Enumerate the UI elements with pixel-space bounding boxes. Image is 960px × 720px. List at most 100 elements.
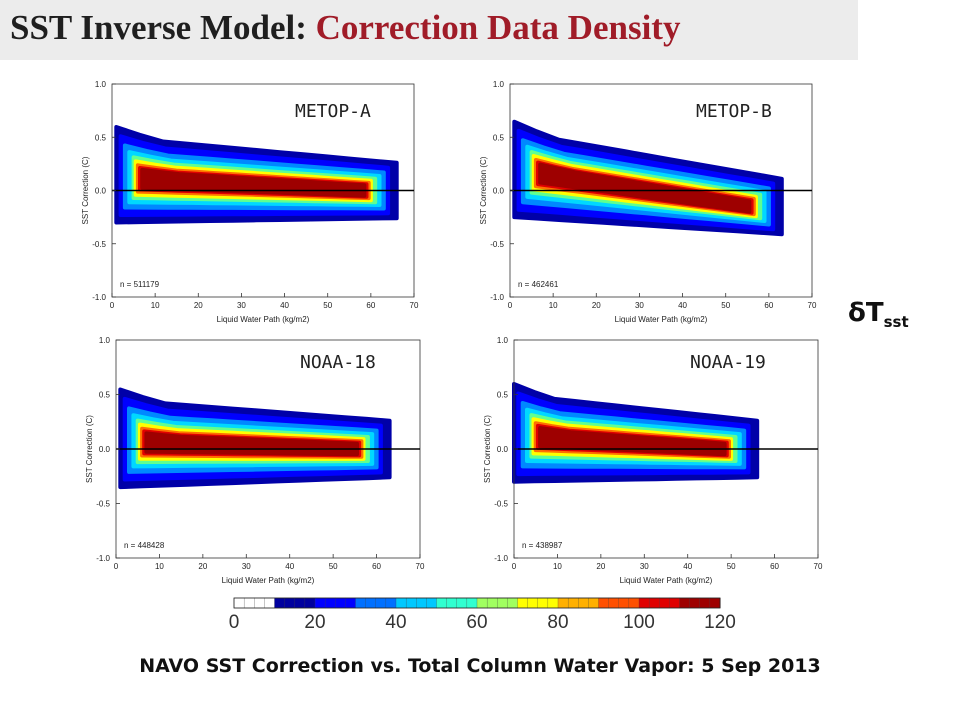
x-tick-label: 60 <box>366 301 375 310</box>
y-tick-label: 1.0 <box>95 80 107 89</box>
x-tick-label: 10 <box>151 301 160 310</box>
y-tick-label: 1.0 <box>493 80 505 89</box>
y-tick-label: 0.5 <box>493 133 505 142</box>
colorbar-cell <box>689 597 701 609</box>
satellite-label: NOAA-18 <box>300 352 376 373</box>
x-tick-label: 40 <box>285 562 294 571</box>
y-tick-label: -0.5 <box>92 240 106 249</box>
colorbar-cell <box>375 597 387 609</box>
colorbar-tick-label: 100 <box>623 612 655 633</box>
colorbar-cell <box>608 597 620 609</box>
x-tick-label: 40 <box>678 301 687 310</box>
x-tick-label: 40 <box>280 301 289 310</box>
colorbar-cell <box>476 597 488 609</box>
x-tick-label: 30 <box>640 562 649 571</box>
colorbar-cell <box>578 597 589 609</box>
x-tick-label: 60 <box>764 301 773 310</box>
colorbar-cell <box>264 597 276 609</box>
colorbar-cell <box>638 597 650 609</box>
colorbar-cell <box>648 597 660 609</box>
colorbar-cell <box>507 597 519 609</box>
symbol-sub: sst <box>883 313 909 331</box>
colorbar-cell <box>557 597 569 609</box>
slide-caption: NAVO SST Correction vs. Total Column Wat… <box>139 655 821 677</box>
colorbar-cell <box>709 597 721 609</box>
x-tick-label: 30 <box>237 301 246 310</box>
colorbar-cell <box>416 597 427 609</box>
colorbar-cell <box>355 597 367 609</box>
x-tick-label: 10 <box>549 301 558 310</box>
sample-count: n = 438987 <box>522 541 563 550</box>
density-panel: 0 10 20 30 40 50 60 70 1.0 0.5 0.0 -0.5 -1.0 Liquid W… <box>85 336 425 585</box>
colorbar-cell <box>335 597 346 609</box>
colorbar-cell <box>547 597 559 609</box>
x-tick-label: 20 <box>194 301 203 310</box>
x-tick-label: 70 <box>814 562 823 571</box>
y-tick-label: 1.0 <box>497 336 509 345</box>
colorbar-tick-label: 120 <box>704 612 736 633</box>
y-tick-label: 0.5 <box>95 133 107 142</box>
colorbar-cell <box>254 597 265 609</box>
x-tick-label: 0 <box>512 562 517 571</box>
x-tick-label: 50 <box>727 562 736 571</box>
colorbar-cell <box>537 597 549 609</box>
colorbar-tick-label: 20 <box>304 612 325 633</box>
y-tick-label: 0.0 <box>99 445 111 454</box>
colorbar-cell <box>324 597 336 609</box>
colorbar-cell <box>669 597 681 609</box>
y-tick-label: 0.5 <box>99 391 111 400</box>
colorbar-tick-label: 0 <box>229 612 240 633</box>
satellite-label: METOP-B <box>696 101 772 122</box>
sample-count: n = 448428 <box>124 541 165 550</box>
sample-count: n = 462461 <box>518 280 559 289</box>
x-tick-label: 50 <box>721 301 730 310</box>
colorbar-cell <box>233 597 245 609</box>
y-tick-label: -0.5 <box>490 240 504 249</box>
density-panel: 0 10 20 30 40 50 60 70 1.0 0.5 0.0 -0.5 -1.0 Liquid W… <box>483 336 823 585</box>
y-axis-label: SST Correction (C) <box>479 156 488 224</box>
y-axis-label: SST Correction (C) <box>483 415 492 483</box>
x-axis-label: Liquid Water Path (kg/m2) <box>620 576 713 585</box>
x-tick-label: 30 <box>635 301 644 310</box>
x-axis-label: Liquid Water Path (kg/m2) <box>217 315 310 324</box>
colorbar-cell <box>598 597 610 609</box>
colorbar-cell <box>618 597 630 609</box>
y-tick-label: -1.0 <box>92 293 106 302</box>
x-tick-label: 50 <box>323 301 332 310</box>
y-tick-label: -0.5 <box>96 500 110 509</box>
colorbar-cell <box>497 597 508 609</box>
colorbar-cell <box>517 597 529 609</box>
x-tick-label: 30 <box>242 562 251 571</box>
density-panel: 0 10 20 30 40 50 60 70 1.0 0.5 0.0 -0.5 -1.0 Liquid W… <box>81 80 419 324</box>
y-tick-label: 0.0 <box>95 187 107 196</box>
y-tick-label: -1.0 <box>490 293 504 302</box>
y-tick-label: 0.0 <box>497 445 509 454</box>
colorbar-cell <box>679 597 691 609</box>
x-tick-label: 20 <box>592 301 601 310</box>
colorbar-cell <box>456 597 468 609</box>
colorbar-cell <box>345 597 357 609</box>
colorbar-cell <box>527 597 539 609</box>
colorbar-tick-label: 40 <box>385 612 406 633</box>
colorbar-tick-label: 60 <box>466 612 487 633</box>
colorbar-cell <box>486 597 498 609</box>
y-tick-label: -1.0 <box>96 554 110 563</box>
x-tick-label: 0 <box>508 301 513 310</box>
y-tick-label: 1.0 <box>99 336 111 345</box>
x-axis-label: Liquid Water Path (kg/m2) <box>222 576 315 585</box>
colorbar-cell <box>274 597 286 609</box>
x-axis-label: Liquid Water Path (kg/m2) <box>615 315 708 324</box>
title-main: SST Inverse Model: <box>10 8 307 47</box>
colorbar-cell <box>446 597 458 609</box>
colorbar-cell <box>405 597 417 609</box>
colorbar-cell <box>243 597 255 609</box>
y-tick-label: 0.0 <box>493 187 505 196</box>
y-axis-label: SST Correction (C) <box>81 156 90 224</box>
colorbar-cell <box>284 597 296 609</box>
colorbar-cell <box>294 597 306 609</box>
x-tick-label: 10 <box>155 562 164 571</box>
title-bar <box>0 0 858 60</box>
colorbar-cell <box>426 597 438 609</box>
colorbar-cell <box>699 597 711 609</box>
